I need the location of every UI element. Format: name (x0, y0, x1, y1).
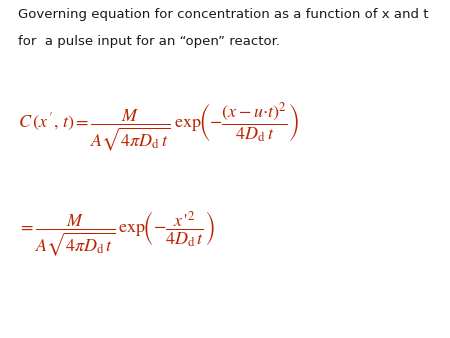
Text: Governing equation for concentration as a function of x and t: Governing equation for concentration as … (18, 8, 428, 21)
Text: $C\,(x\,',\,t) = \dfrac{M}{A\sqrt{4\pi D_{\mathrm{d}}\,t}}\;\mathrm{exp}\!\left(: $C\,(x\,',\,t) = \dfrac{M}{A\sqrt{4\pi D… (18, 101, 299, 154)
Text: for  a pulse input for an “open” reactor.: for a pulse input for an “open” reactor. (18, 35, 280, 48)
Text: $= \dfrac{M}{A\sqrt{4\pi D_{\mathrm{d}}\,t}}\;\mathrm{exp}\!\left(-\dfrac{x\,'^{: $= \dfrac{M}{A\sqrt{4\pi D_{\mathrm{d}}\… (18, 210, 215, 259)
